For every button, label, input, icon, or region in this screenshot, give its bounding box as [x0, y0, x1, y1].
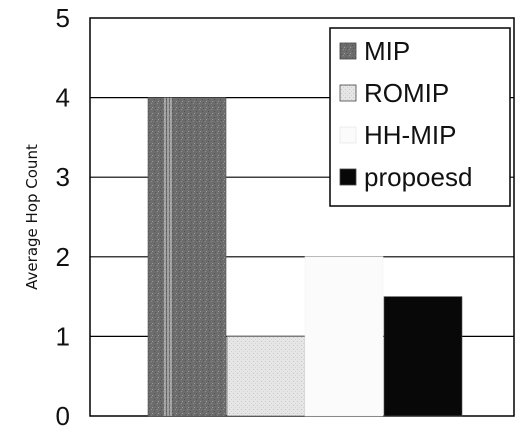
legend-item: ROMIP	[339, 78, 449, 108]
legend-swatch	[339, 126, 357, 144]
bar-rect	[304, 256, 384, 417]
y-tick-label: 5	[56, 3, 70, 33]
legend-swatch	[339, 84, 357, 102]
bar-romip	[226, 336, 306, 417]
y-axis-label: Average Hop Count	[23, 144, 41, 290]
bar-rect	[147, 97, 227, 417]
legend-label: propoesd	[364, 162, 472, 192]
bars	[147, 97, 463, 417]
y-tick-labels: 0 1 2 3 4 5	[56, 3, 70, 428]
y-tick-label: 0	[56, 401, 70, 428]
bar-rect	[383, 296, 463, 417]
legend: MIP ROMIP HH-MIP propoesd	[329, 27, 511, 207]
bar-rect	[226, 336, 306, 417]
legend-label: MIP	[364, 36, 410, 66]
legend-label: HH-MIP	[364, 120, 456, 150]
legend-item: MIP	[339, 36, 410, 66]
legend-label: ROMIP	[364, 78, 449, 108]
y-tick-label: 3	[56, 162, 70, 192]
legend-swatch	[339, 42, 357, 60]
legend-box	[329, 27, 511, 207]
y-tick-label: 2	[56, 242, 70, 272]
bar-mip	[147, 97, 227, 417]
legend-swatch	[339, 168, 357, 186]
y-tick-label: 1	[56, 321, 70, 351]
bar-propoesd	[383, 296, 463, 417]
y-tick-label: 4	[56, 83, 70, 113]
legend-item: propoesd	[339, 162, 472, 192]
bar-hh-mip	[304, 256, 384, 417]
legend-item: HH-MIP	[339, 120, 456, 150]
